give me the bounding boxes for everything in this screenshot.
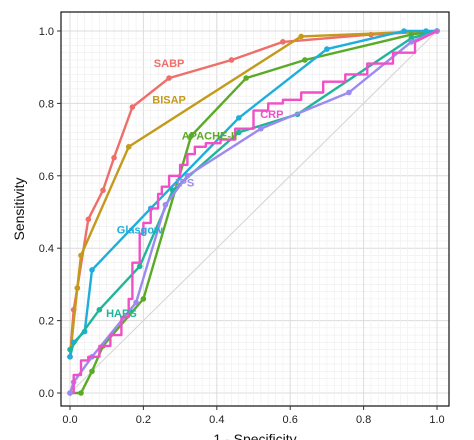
data-point-sabp bbox=[166, 75, 172, 81]
series-line-apache-ii bbox=[68, 29, 439, 395]
data-point-apache-ii bbox=[89, 368, 95, 375]
series-label-apache-ii: APACHE-II bbox=[182, 131, 237, 143]
data-point-bisap bbox=[78, 252, 84, 259]
data-point-sabp bbox=[85, 216, 92, 223]
series-label-glasgow: Glasgow bbox=[117, 225, 163, 237]
data-point-jps bbox=[162, 201, 169, 208]
data-point-jps bbox=[67, 390, 73, 396]
series-group bbox=[67, 28, 440, 396]
data-point-glasgow bbox=[423, 28, 429, 34]
data-point-haps bbox=[136, 263, 143, 270]
series-label-jps: JPS bbox=[173, 178, 194, 190]
data-point-jps bbox=[408, 39, 415, 45]
data-point-glasgow bbox=[401, 28, 407, 34]
data-point-sabp bbox=[228, 57, 235, 63]
data-point-sabp bbox=[280, 39, 286, 45]
data-point-apache-ii bbox=[188, 133, 194, 139]
series-line-bisap bbox=[68, 29, 439, 358]
series-label-sabp: SABP bbox=[154, 58, 185, 70]
x-axis-title: 1 - Specificity bbox=[213, 431, 296, 440]
series-labels: SABP BISAP APACHE-II CRP JPS Glasgow HAPS bbox=[106, 58, 283, 320]
data-point-jps bbox=[346, 89, 352, 96]
series-label-bisap: BISAP bbox=[152, 94, 186, 106]
data-point-glasgow bbox=[324, 46, 330, 52]
data-point-jps bbox=[184, 173, 191, 179]
y-tick-label: 0.2 bbox=[39, 316, 54, 328]
data-point-glasgow bbox=[67, 354, 73, 360]
data-point-glasgow bbox=[236, 115, 242, 121]
data-point-jps bbox=[258, 125, 264, 132]
data-point-bisap bbox=[298, 33, 305, 40]
series-label-crp: CRP bbox=[260, 109, 283, 121]
x-tick-label: 0.6 bbox=[283, 414, 298, 426]
y-tick-label: 0.8 bbox=[39, 98, 54, 110]
y-tick-label: 0.0 bbox=[39, 388, 54, 400]
data-point-haps bbox=[67, 346, 73, 353]
series-line-haps bbox=[68, 29, 439, 351]
y-tick-label: 0.4 bbox=[39, 243, 54, 255]
series-crp bbox=[72, 29, 439, 395]
data-point-apache-ii bbox=[302, 57, 308, 63]
series-apache-ii bbox=[67, 28, 440, 396]
data-point-jps bbox=[133, 299, 139, 306]
data-point-apache-ii bbox=[78, 390, 84, 396]
series-label-haps: HAPS bbox=[106, 308, 137, 320]
x-tick-label: 1.0 bbox=[429, 414, 444, 426]
data-point-bisap bbox=[125, 144, 132, 150]
data-point-haps bbox=[236, 129, 242, 136]
data-point-sabp bbox=[129, 104, 136, 110]
x-tick-label: 0.8 bbox=[356, 414, 371, 426]
y-tick-label: 0.6 bbox=[39, 171, 54, 183]
data-point-glasgow bbox=[89, 267, 95, 273]
x-tick-label: 0.2 bbox=[136, 414, 151, 426]
data-point-bisap bbox=[74, 285, 81, 291]
x-tick-label: 0.0 bbox=[62, 414, 77, 426]
data-point-apache-ii bbox=[140, 296, 147, 302]
series-line-crp bbox=[72, 29, 439, 395]
data-point-apache-ii bbox=[243, 75, 249, 81]
y-tick-label: 1.0 bbox=[39, 26, 54, 38]
y-axis-title: Sensitivity bbox=[11, 177, 27, 240]
data-point-haps bbox=[96, 306, 103, 313]
x-tick-label: 0.4 bbox=[209, 414, 224, 426]
data-point-sabp bbox=[111, 154, 117, 161]
diagonal-reference-line bbox=[69, 30, 438, 394]
axis-ticks: 0.0 0.2 0.4 0.6 0.8 1.0 0.0 0.2 0.4 0.6 0.8 1.0 bbox=[39, 26, 445, 426]
plot-border bbox=[60, 11, 450, 407]
data-point-sabp bbox=[100, 187, 106, 194]
series-line-jps bbox=[68, 29, 439, 395]
